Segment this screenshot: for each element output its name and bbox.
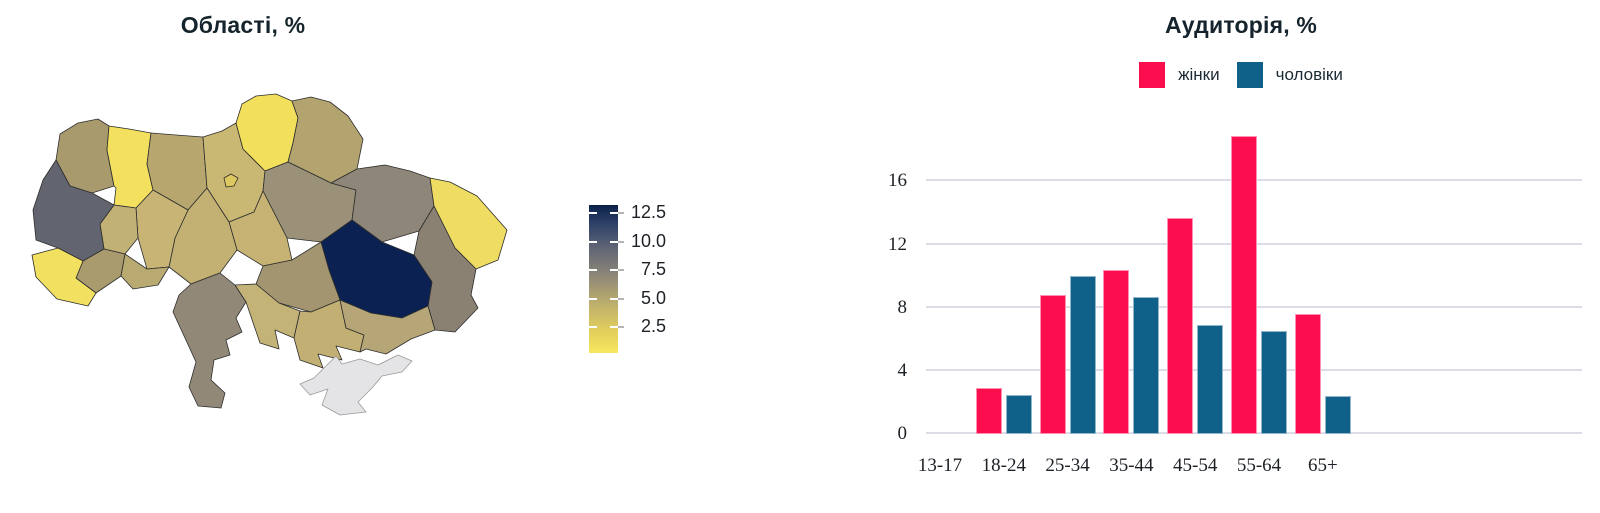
region-rivne: [106, 125, 154, 209]
colorbar-gradient: [589, 205, 618, 353]
colorbar-tick-mark: [610, 212, 618, 214]
ukraine-choropleth-map: [31, 93, 508, 416]
colorbar-tick-mark: [589, 240, 597, 243]
bar-women-18-24: [975, 388, 1002, 434]
colorbar-tick-mark: [610, 240, 618, 243]
region-zaporizhzhia: [339, 299, 436, 355]
region-mykolaiv: [234, 283, 301, 350]
bar-women-65+: [1294, 314, 1321, 434]
colorbar-tick-mark: [589, 297, 597, 300]
x-tick-label-25-34: 25-34: [1045, 455, 1090, 476]
colorbar-label: 7.5: [640, 259, 666, 279]
colorbar-outer-tick: [618, 212, 624, 214]
region-crimea: [299, 354, 413, 416]
y-tick-label: 16: [888, 170, 907, 192]
colorbar-outer-tick: [618, 297, 624, 300]
bar-men-45-54: [1197, 325, 1224, 434]
y-tick-label: 4: [897, 359, 908, 381]
bar-men-65+: [1324, 396, 1351, 434]
colorbar-label: 10.0: [630, 230, 666, 251]
x-tick-label-45-54: 45-54: [1173, 455, 1218, 476]
colorbar-tick-mark: [589, 212, 597, 214]
y-tick-label: 8: [897, 296, 908, 318]
colorbar-outer-tick: [618, 326, 624, 328]
bar-women-25-34: [1039, 295, 1066, 434]
colorbar-tick-mark: [610, 297, 618, 300]
x-tick-label-35-44: 35-44: [1109, 455, 1154, 476]
x-tick-label-65+: 65+: [1307, 455, 1338, 476]
colorbar-label: 12.5: [630, 202, 666, 222]
colorbar-tick-mark: [610, 269, 618, 271]
y-tick-label: 0: [897, 423, 908, 444]
colorbar-outer-tick: [618, 269, 624, 271]
map-title: Області, %: [180, 12, 306, 38]
legend-item-men[interactable]: чоловіки: [1236, 62, 1343, 88]
x-tick-label-18-24: 18-24: [981, 455, 1026, 476]
region-odesa: [172, 272, 247, 409]
bar-chart-title: Аудиторія, %: [1164, 12, 1318, 38]
bar-men-35-44: [1133, 296, 1160, 434]
bar-chart-plot-area: 0 4 8 12 16 13-17 18-24 25-34 35-44 45-54 55-64 65+: [888, 130, 1582, 476]
y-tick-label: 12: [888, 233, 907, 255]
bar-men-55-64: [1261, 331, 1287, 434]
colorbar-tick-mark: [589, 326, 597, 328]
colorbar-label: 2.5: [640, 316, 666, 336]
colorbar-tick-mark: [610, 326, 618, 328]
bar-women-35-44: [1103, 269, 1130, 434]
x-tick-label-13-17: 13-17: [917, 455, 963, 476]
region-kyiv-city: [223, 173, 239, 188]
colorbar-label: 5.0: [640, 287, 666, 308]
legend-label-women: жінки: [1178, 65, 1220, 84]
bar-women-55-64: [1231, 135, 1257, 434]
bar-men-25-34: [1069, 276, 1096, 434]
region-cherkasy: [228, 190, 293, 267]
men-color-swatch: [1236, 62, 1263, 88]
bar-men-18-24: [1005, 394, 1032, 434]
x-tick-label-55-64: 55-64: [1236, 455, 1282, 476]
women-color-swatch: [1139, 62, 1166, 88]
bar-chart-legend: жінки чоловіки: [900, 61, 1582, 89]
colorbar-tick-mark: [589, 269, 597, 271]
bar-women-45-54: [1167, 217, 1194, 434]
region-zakarpattia: [31, 247, 97, 307]
legend-item-women[interactable]: жінки: [1139, 62, 1220, 88]
region-chernivtsi: [120, 253, 170, 290]
colorbar-outer-tick: [618, 240, 624, 243]
legend-label-men: чоловіки: [1275, 65, 1343, 84]
